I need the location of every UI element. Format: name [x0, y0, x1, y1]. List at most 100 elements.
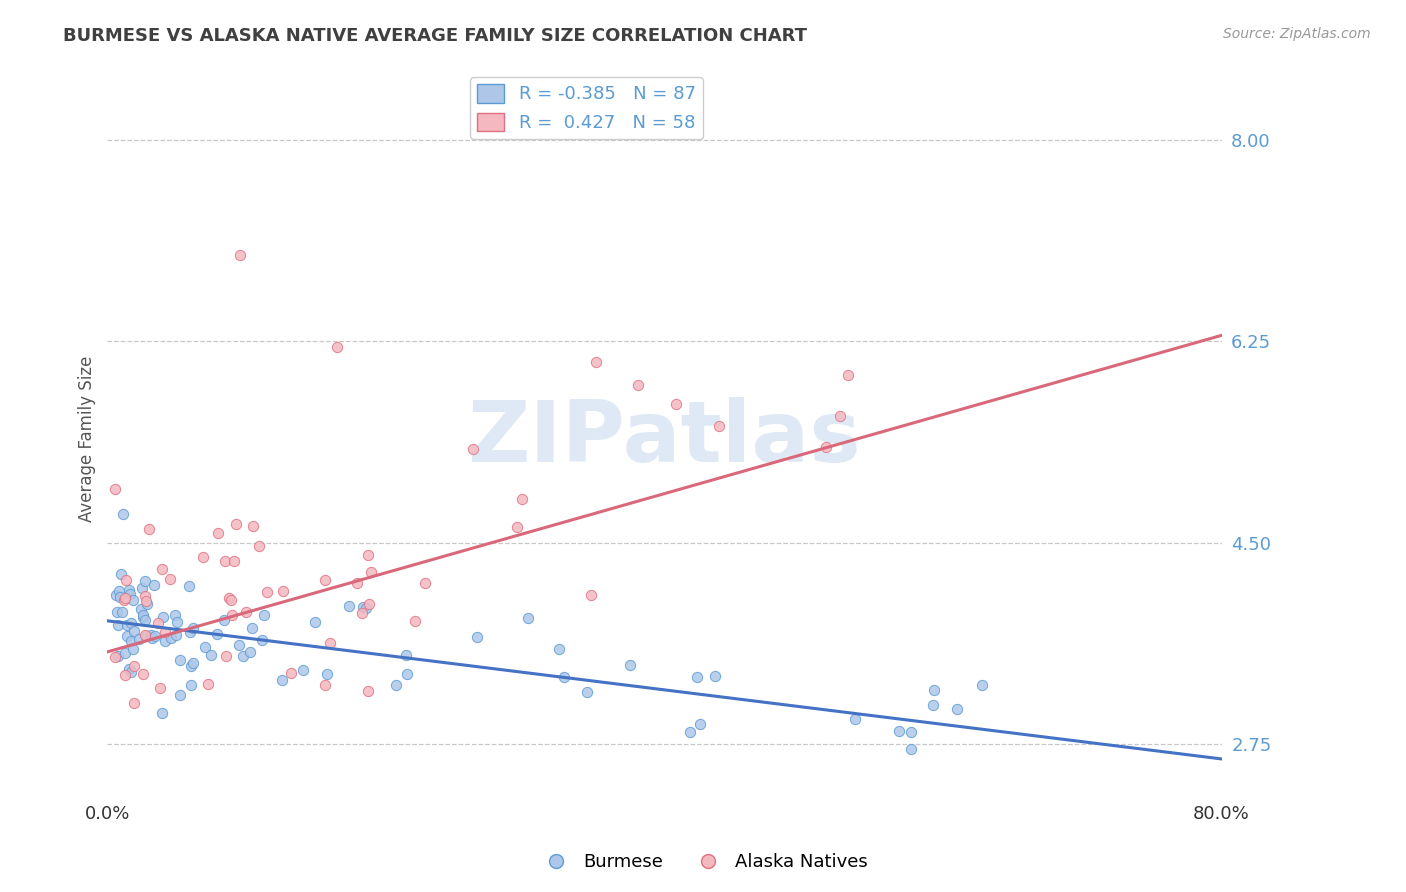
Point — [155, 633, 177, 648]
Point — [166, 615, 188, 630]
Point — [142, 578, 165, 592]
Point — [105, 588, 128, 602]
Point — [844, 712, 866, 726]
Point — [945, 702, 967, 716]
Point — [703, 669, 725, 683]
Point — [316, 667, 339, 681]
Point — [179, 624, 201, 639]
Point — [228, 248, 250, 262]
Point — [136, 597, 159, 611]
Point — [128, 632, 150, 646]
Point — [506, 520, 529, 534]
Point — [970, 678, 993, 692]
Point — [357, 684, 380, 698]
Point — [197, 677, 219, 691]
Point — [359, 597, 381, 611]
Point — [247, 540, 270, 554]
Text: BURMESE VS ALASKA NATIVE AVERAGE FAMILY SIZE CORRELATION CHART: BURMESE VS ALASKA NATIVE AVERAGE FAMILY … — [63, 27, 807, 45]
Point — [138, 522, 160, 536]
Point — [112, 593, 135, 607]
Point — [118, 587, 141, 601]
Point — [155, 625, 177, 640]
Point — [707, 418, 730, 433]
Point — [152, 609, 174, 624]
Point — [326, 340, 349, 354]
Point — [900, 725, 922, 739]
Point — [134, 574, 156, 589]
Point — [181, 657, 204, 671]
Point — [121, 642, 143, 657]
Point — [314, 573, 336, 587]
Point — [114, 646, 136, 660]
Point — [124, 624, 146, 638]
Point — [461, 442, 484, 457]
Point — [922, 698, 945, 713]
Point — [579, 588, 602, 602]
Point — [665, 397, 688, 411]
Point — [627, 377, 650, 392]
Point — [129, 602, 152, 616]
Point — [115, 618, 138, 632]
Point — [215, 649, 238, 664]
Point — [889, 724, 911, 739]
Point — [191, 550, 214, 565]
Point — [141, 632, 163, 646]
Point — [547, 641, 569, 656]
Point — [575, 685, 598, 699]
Point — [114, 591, 136, 605]
Point — [679, 725, 702, 739]
Point — [271, 583, 294, 598]
Point — [110, 567, 132, 582]
Point — [120, 665, 142, 679]
Point — [585, 355, 607, 369]
Point — [337, 599, 360, 614]
Point — [134, 628, 156, 642]
Text: Source: ZipAtlas.com: Source: ZipAtlas.com — [1223, 27, 1371, 41]
Point — [465, 630, 488, 644]
Point — [352, 607, 374, 621]
Point — [396, 666, 419, 681]
Point — [221, 607, 243, 622]
Point — [169, 653, 191, 667]
Legend: R = -0.385   N = 87, R =  0.427   N = 58: R = -0.385 N = 87, R = 0.427 N = 58 — [470, 77, 703, 139]
Point — [357, 549, 380, 563]
Point — [354, 601, 377, 615]
Point — [107, 617, 129, 632]
Point — [179, 579, 201, 593]
Point — [250, 633, 273, 648]
Point — [108, 590, 131, 604]
Point — [689, 716, 711, 731]
Point — [404, 614, 426, 628]
Point — [114, 668, 136, 682]
Point — [141, 627, 163, 641]
Point — [180, 658, 202, 673]
Point — [165, 627, 187, 641]
Point — [280, 665, 302, 680]
Y-axis label: Average Family Size: Average Family Size — [79, 356, 96, 522]
Point — [553, 670, 575, 684]
Point — [149, 681, 172, 695]
Point — [134, 590, 156, 604]
Point — [134, 613, 156, 627]
Point — [222, 554, 245, 568]
Point — [830, 409, 852, 423]
Point — [150, 562, 173, 576]
Legend: Burmese, Alaska Natives: Burmese, Alaska Natives — [531, 847, 875, 879]
Point — [105, 606, 128, 620]
Point — [235, 605, 257, 619]
Point — [207, 525, 229, 540]
Point — [304, 615, 326, 629]
Point — [385, 678, 408, 692]
Point — [111, 507, 134, 521]
Point — [131, 581, 153, 595]
Point — [104, 650, 127, 665]
Point — [115, 574, 138, 588]
Point — [252, 608, 274, 623]
Point — [120, 634, 142, 648]
Point — [314, 678, 336, 692]
Point — [122, 696, 145, 710]
Point — [104, 482, 127, 496]
Point — [319, 636, 342, 650]
Point — [145, 629, 167, 643]
Point — [271, 673, 294, 687]
